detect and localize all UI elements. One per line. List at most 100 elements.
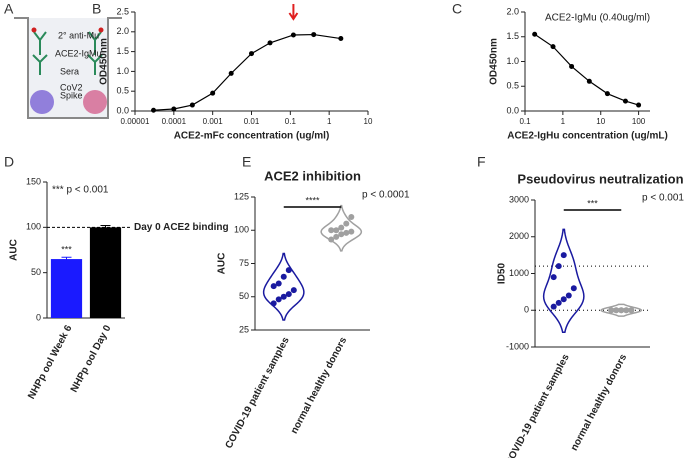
data-point — [532, 31, 538, 37]
y-tick-label: 0.5 — [116, 86, 129, 96]
data-point — [270, 300, 277, 307]
data-point — [333, 233, 340, 240]
significance: **** — [305, 195, 320, 205]
data-point — [338, 231, 345, 238]
y-tick-label: 0 — [524, 305, 529, 315]
y-tick-label: 75 — [239, 258, 249, 268]
annotation: ACE2-IgMu (0.40ug/ml) — [545, 13, 650, 24]
y-tick-label: 2.0 — [116, 26, 129, 36]
data-point — [275, 280, 282, 287]
data-point — [338, 36, 344, 42]
panel-letter: E — [242, 154, 251, 170]
bar — [89, 227, 122, 318]
data-point — [171, 106, 177, 112]
data-point — [151, 107, 157, 113]
curve — [153, 33, 341, 111]
x-tick-label: 10 — [364, 117, 373, 126]
data-point — [586, 78, 592, 84]
y-tick-label: 0.0 — [116, 105, 129, 115]
x-tick-label: 0.01 — [244, 117, 260, 126]
data-point — [290, 287, 297, 294]
data-point — [249, 51, 254, 57]
data-point — [328, 236, 335, 243]
data-point — [555, 263, 562, 270]
y-tick-label: 3000 — [509, 194, 529, 204]
label: Spike — [60, 90, 83, 100]
violin — [262, 252, 305, 321]
y-axis-label: AUC — [9, 239, 20, 261]
label: ACE2-IgMu — [55, 48, 102, 58]
label: 2° anti-Mu — [58, 30, 99, 40]
x-tick-label: 0.1 — [285, 117, 297, 126]
data-point — [550, 303, 557, 310]
y-tick-label: 125 — [234, 191, 249, 201]
data-point — [618, 307, 625, 314]
x-tick-label: 1 — [327, 117, 332, 126]
y-tick-label: -1000 — [506, 341, 529, 351]
data-point — [290, 32, 296, 38]
chart-panel: B OD450nm 0.0 0.5 1.0 1.5 2.0 2.5 0.00001 0.0001 0… — [92, 1, 373, 142]
label: Sera — [60, 66, 79, 76]
data-point — [311, 32, 317, 38]
x-tick-label: 100 — [632, 117, 646, 126]
y-tick-label: 50 — [31, 267, 41, 277]
y-tick-label: 2000 — [509, 231, 529, 241]
data-point — [550, 44, 556, 50]
x-tick-label: 1 — [561, 117, 566, 126]
data-point — [210, 90, 216, 96]
violin — [320, 204, 363, 252]
y-tick-label: 100 — [26, 222, 41, 232]
error-bar — [100, 225, 111, 230]
panel-letter: C — [452, 1, 462, 17]
data-point — [560, 296, 567, 303]
x-tick-label: NHPp ool Day 0 — [69, 323, 114, 394]
curve — [534, 33, 639, 106]
panel-letter: B — [92, 1, 101, 17]
data-point — [270, 283, 277, 290]
spike — [83, 90, 107, 114]
chart-panel: E AUC 25 50 75 100 125 ACE2 inhibition COVID-19 … — [217, 154, 410, 451]
data-point — [275, 296, 282, 303]
y-tick-label: 1.5 — [506, 31, 519, 41]
data-point — [280, 293, 287, 300]
x-tick-label: 0.001 — [203, 117, 224, 126]
data-point — [604, 91, 610, 97]
y-tick-label: 50 — [239, 291, 249, 301]
x-tick-label: 0.00001 — [121, 117, 150, 126]
data-point — [608, 307, 615, 314]
label: CoV2 — [60, 82, 83, 92]
data-point — [267, 40, 273, 46]
data-point — [189, 102, 195, 108]
significance: *** — [61, 245, 72, 255]
bar — [50, 259, 83, 318]
y-tick-label: 100 — [234, 225, 249, 235]
data-point — [570, 285, 577, 292]
y-tick-label: 0 — [36, 312, 41, 322]
data-point — [555, 299, 562, 306]
y-axis-label: AUC — [217, 253, 228, 275]
reference-label: Day 0 ACE2 binding — [134, 222, 229, 233]
arrow — [288, 4, 299, 21]
p-value: p < 0.0001 — [362, 190, 410, 201]
annotation: *** p < 0.001 — [52, 185, 109, 196]
data-point — [622, 98, 628, 104]
y-tick-label: 1.0 — [506, 56, 519, 66]
violin — [600, 303, 643, 317]
x-tick-label: NHPp ool Week 6 — [26, 323, 74, 401]
data-point — [550, 274, 557, 281]
data-point — [348, 213, 355, 220]
chart-title: Pseudovirus neutralization — [517, 171, 683, 186]
y-tick-label: 1.0 — [116, 66, 129, 76]
data-point — [348, 228, 355, 235]
data-point — [328, 227, 335, 234]
chart-title: ACE2 inhibition — [264, 168, 361, 183]
label-dot — [31, 27, 37, 33]
diagram-labels: 2° anti-Mu ACE2-IgMu Sera CoV2 Spike — [55, 30, 102, 100]
x-tick-label: normal healthy donors — [289, 335, 350, 436]
data-point — [333, 227, 340, 234]
spike — [30, 90, 54, 114]
y-tick-label: 2.0 — [506, 6, 519, 16]
y-tick-label: 0.5 — [506, 81, 519, 91]
